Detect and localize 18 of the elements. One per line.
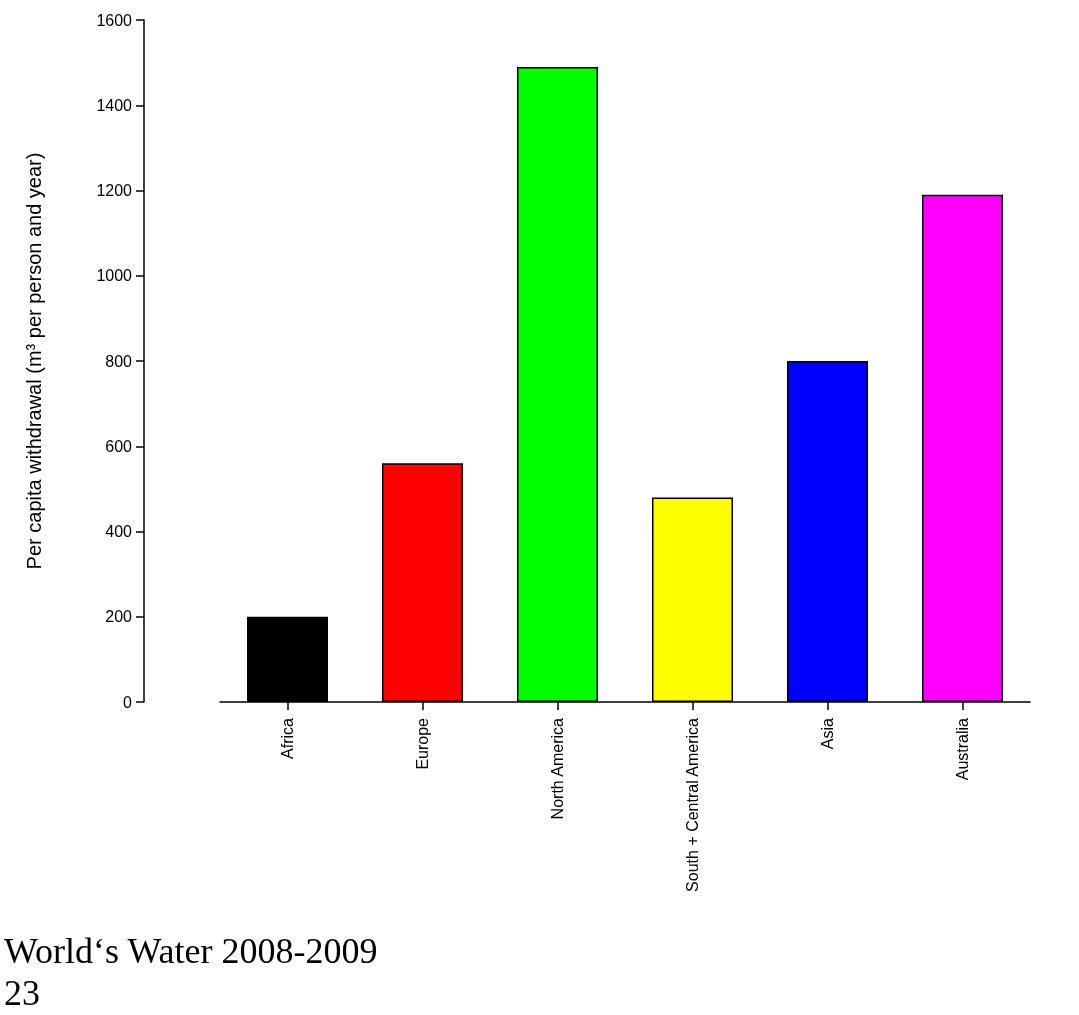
y-tick-label: 0 [123,693,133,711]
y-tick-label: 600 [105,437,133,455]
x-tick-label: Europe [414,717,431,770]
y-tick-label: 200 [105,608,133,626]
x-tick-label: Africa [279,717,296,759]
text: 23 [4,972,40,1014]
text: World‘s Water 2008-2009 [4,930,378,972]
y-tick-label: 400 [105,523,133,540]
y-axis-title: Per capita withdrawal (m³ per person and year) [23,152,45,570]
x-tick-label: Asia [819,717,836,750]
x-tick-label: North America [549,717,566,820]
y-tick-label: 1200 [96,182,133,199]
y-tick-label: 1600 [96,11,133,29]
y-tick-label: 1000 [96,267,133,285]
x-tick-label: South + Central America [684,717,701,892]
y-tick-label: 1400 [96,96,133,114]
y-tick-label: 800 [105,352,133,370]
x-tick-label: Australia [954,717,971,781]
